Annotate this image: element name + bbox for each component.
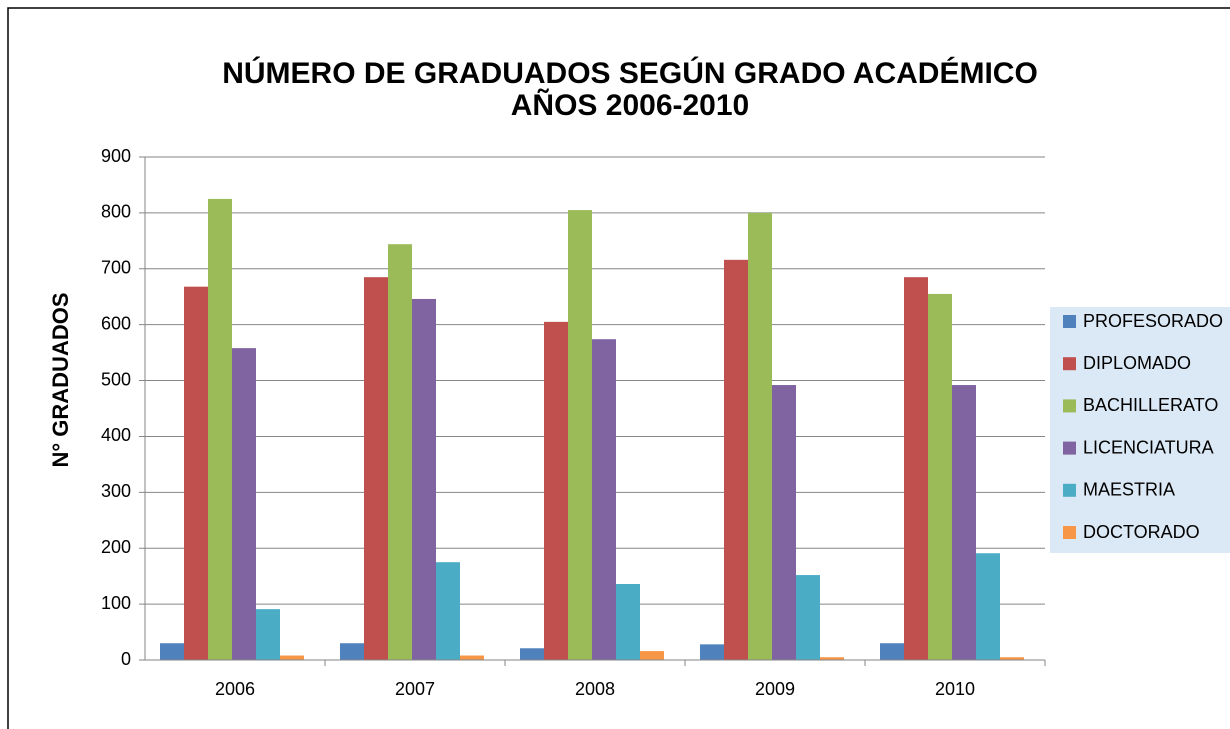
y-tick-label: 500 <box>101 369 131 389</box>
bar <box>616 583 640 660</box>
bar <box>568 210 592 660</box>
bar <box>1000 657 1024 660</box>
y-tick-label: 400 <box>101 425 131 445</box>
y-tick-label: 700 <box>101 258 131 278</box>
legend-label: LICENCIATURA <box>1083 437 1214 457</box>
chart-subtitle: AÑOS 2006-2010 <box>511 88 749 122</box>
y-tick-label: 100 <box>101 593 131 613</box>
y-tick-label: 800 <box>101 202 131 222</box>
bar <box>748 212 772 660</box>
bar <box>952 385 976 660</box>
bar <box>724 259 748 660</box>
bar <box>796 575 820 660</box>
x-tick-label: 2007 <box>395 679 435 699</box>
y-tick-label: 300 <box>101 481 131 501</box>
x-tick-label: 2009 <box>755 679 795 699</box>
bar <box>280 655 304 660</box>
legend-swatch <box>1063 315 1076 328</box>
bar <box>256 609 280 660</box>
chart-title: NÚMERO DE GRADUADOS SEGÚN GRADO ACADÉMIC… <box>222 56 1038 90</box>
legend-swatch <box>1063 526 1076 539</box>
bar <box>976 553 1000 660</box>
bar <box>388 244 412 661</box>
bar <box>700 644 724 660</box>
y-tick-label: 0 <box>121 649 131 669</box>
legend-swatch <box>1063 357 1076 371</box>
bar <box>340 643 364 660</box>
legend-label: BACHILLERATO <box>1083 395 1218 415</box>
legend-swatch <box>1063 399 1076 413</box>
y-tick-label: 600 <box>101 313 131 333</box>
bar <box>436 562 460 660</box>
legend-swatch <box>1063 441 1076 455</box>
bar <box>904 277 928 660</box>
bar <box>592 339 616 660</box>
x-tick-label: 2008 <box>575 679 615 699</box>
bar <box>820 657 844 660</box>
bar <box>208 198 232 660</box>
x-tick-label: 2010 <box>935 679 975 699</box>
bar <box>520 648 544 660</box>
x-tick-label: 2006 <box>215 679 255 699</box>
bar <box>184 286 208 660</box>
bar <box>232 348 256 660</box>
legend-label: DOCTORADO <box>1083 522 1200 542</box>
legend-box <box>1050 307 1230 553</box>
y-tick-label: 900 <box>101 146 131 166</box>
legend-label: PROFESORADO <box>1083 311 1223 331</box>
bar <box>160 643 184 660</box>
y-axis-label: N° GRADUADOS <box>48 292 73 467</box>
legend-swatch <box>1063 483 1076 497</box>
legend-label: MAESTRIA <box>1083 480 1175 500</box>
bar <box>880 643 904 660</box>
bar <box>412 298 436 660</box>
y-tick-label: 200 <box>101 537 131 557</box>
legend-label: DIPLOMADO <box>1083 353 1191 373</box>
bar <box>772 385 796 660</box>
bar <box>364 277 388 660</box>
bar <box>640 651 664 660</box>
bar <box>460 655 484 660</box>
bar <box>544 321 568 660</box>
bar <box>928 293 952 660</box>
